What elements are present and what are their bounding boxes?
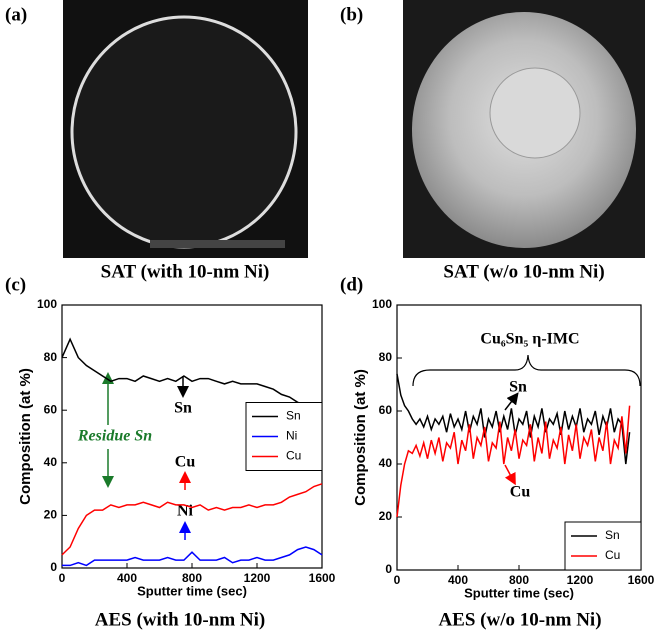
x-tick-label: 800 bbox=[509, 573, 529, 587]
annotation: Sn bbox=[509, 379, 527, 396]
y-tick-label: 80 bbox=[44, 350, 58, 364]
legend-label: Sn bbox=[286, 409, 301, 423]
series-line bbox=[396, 373, 631, 465]
annotation: Cu₆Sn₅ η-IMC bbox=[480, 331, 579, 348]
y-tick-label: 0 bbox=[385, 562, 392, 576]
legend-box bbox=[564, 521, 642, 571]
panel-label: (c) bbox=[5, 274, 26, 295]
x-tick-label: 400 bbox=[448, 573, 468, 587]
x-axis-label: Sputter time (sec) bbox=[137, 583, 247, 598]
legend-label: Ni bbox=[286, 429, 297, 443]
x-tick-label: 0 bbox=[394, 573, 401, 587]
series-line bbox=[396, 405, 631, 518]
wafer-center bbox=[489, 67, 581, 159]
chart-title: AES (w/o 10-nm Ni) bbox=[438, 609, 601, 630]
arrow bbox=[504, 464, 516, 486]
y-axis-label: Composition (at %) bbox=[352, 369, 369, 506]
arrow bbox=[504, 392, 519, 411]
annotation: Residue Sn bbox=[77, 428, 152, 445]
y-tick-label: 0 bbox=[50, 560, 57, 574]
annotation: Cu bbox=[175, 454, 196, 471]
panel-label: (a) bbox=[5, 4, 27, 25]
series-line bbox=[61, 337, 322, 406]
x-tick-label: 1600 bbox=[628, 573, 655, 587]
y-tick-label: 40 bbox=[44, 455, 58, 469]
annotation: Cu bbox=[510, 484, 531, 501]
x-axis-label: Sputter time (sec) bbox=[464, 585, 574, 600]
series-line bbox=[62, 546, 323, 567]
y-tick-label: 60 bbox=[379, 403, 393, 417]
y-tick-label: 100 bbox=[372, 297, 392, 311]
x-tick-label: 1200 bbox=[244, 571, 271, 585]
x-tick-label: 1600 bbox=[309, 571, 336, 585]
caption: SAT (with 10-nm Ni) bbox=[101, 261, 270, 282]
legend-label: Cu bbox=[286, 449, 301, 463]
x-tick-label: 1200 bbox=[567, 573, 594, 587]
artifact bbox=[150, 240, 285, 248]
series-line bbox=[61, 483, 323, 556]
wafer-outline bbox=[70, 15, 298, 249]
y-tick-label: 60 bbox=[44, 402, 58, 416]
y-tick-label: 20 bbox=[44, 508, 58, 522]
legend-label: Sn bbox=[605, 528, 620, 542]
y-axis-label: Composition (at %) bbox=[17, 368, 34, 505]
y-tick-label: 40 bbox=[379, 456, 393, 470]
x-tick-label: 0 bbox=[59, 571, 66, 585]
y-tick-label: 100 bbox=[37, 297, 57, 311]
x-tick-label: 400 bbox=[117, 571, 137, 585]
x-tick-label: 800 bbox=[182, 571, 202, 585]
y-tick-label: 20 bbox=[379, 509, 393, 523]
caption: SAT (w/o 10-nm Ni) bbox=[443, 261, 604, 282]
y-tick-label: 80 bbox=[379, 350, 393, 364]
brace bbox=[412, 354, 641, 387]
legend-label: Cu bbox=[605, 548, 620, 562]
annotation: Sn bbox=[174, 400, 192, 417]
chart-title: AES (with 10-nm Ni) bbox=[95, 609, 265, 630]
panel-label: (b) bbox=[340, 4, 363, 25]
panel-label: (d) bbox=[340, 274, 363, 295]
